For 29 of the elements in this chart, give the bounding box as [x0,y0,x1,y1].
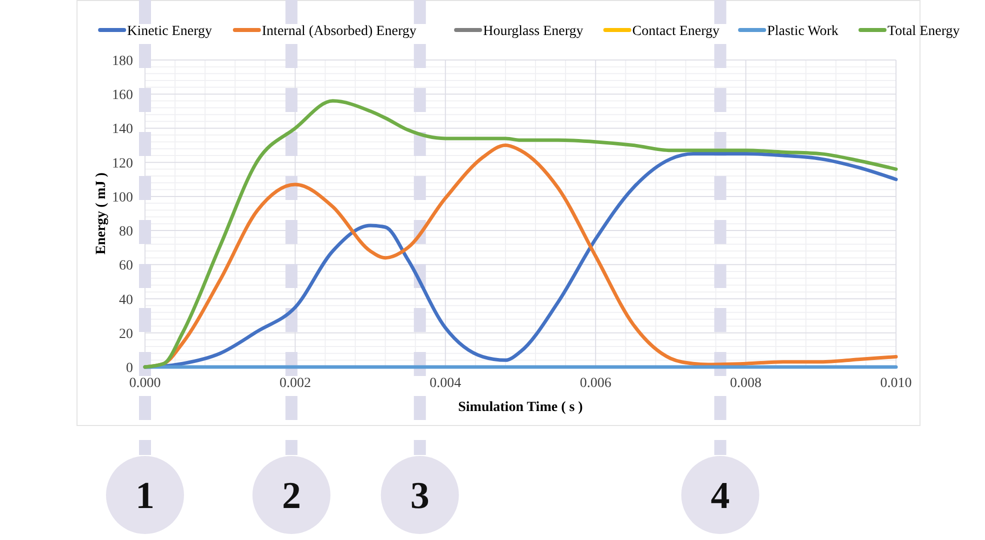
x-tick-label: 0.010 [880,376,912,391]
x-tick-label: 0.008 [730,376,762,391]
x-tick-label: 0.002 [279,376,311,391]
legend-label: Contact Energy [632,24,720,39]
y-tick-label: 60 [119,258,133,274]
text: 1 [136,475,154,517]
y-tick-label: 160 [112,88,133,104]
legend-label: Kinetic Energy [127,24,212,39]
text: 3 [410,475,430,517]
x-tick-label: 0.000 [129,376,161,391]
y-tick-label: 120 [112,156,133,172]
y-tick-label: 140 [112,122,133,138]
y-axis-title: Energy ( mJ ) [94,172,109,255]
y-tick-label: 80 [119,224,133,240]
legend-label: Total Energy [888,24,960,39]
y-tick-label: 20 [119,326,133,342]
legend-label: Hourglass Energy [483,24,584,39]
y-tick-label: 0 [126,361,133,376]
line-series [143,99,898,369]
y-tick-label: 100 [112,190,133,206]
legend-label: Plastic Work [767,24,838,39]
y-tick-label: 40 [119,292,133,308]
x-tick-label: 0.006 [580,376,612,391]
x-tick-label: 0.004 [430,376,462,391]
legend-label: Internal (Absorbed) Energy [262,24,416,39]
text: 4 [710,475,730,517]
y-tick-label: 180 [112,54,133,69]
x-axis-title: Simulation Time ( s ) [458,400,584,415]
text: 2 [282,475,301,517]
